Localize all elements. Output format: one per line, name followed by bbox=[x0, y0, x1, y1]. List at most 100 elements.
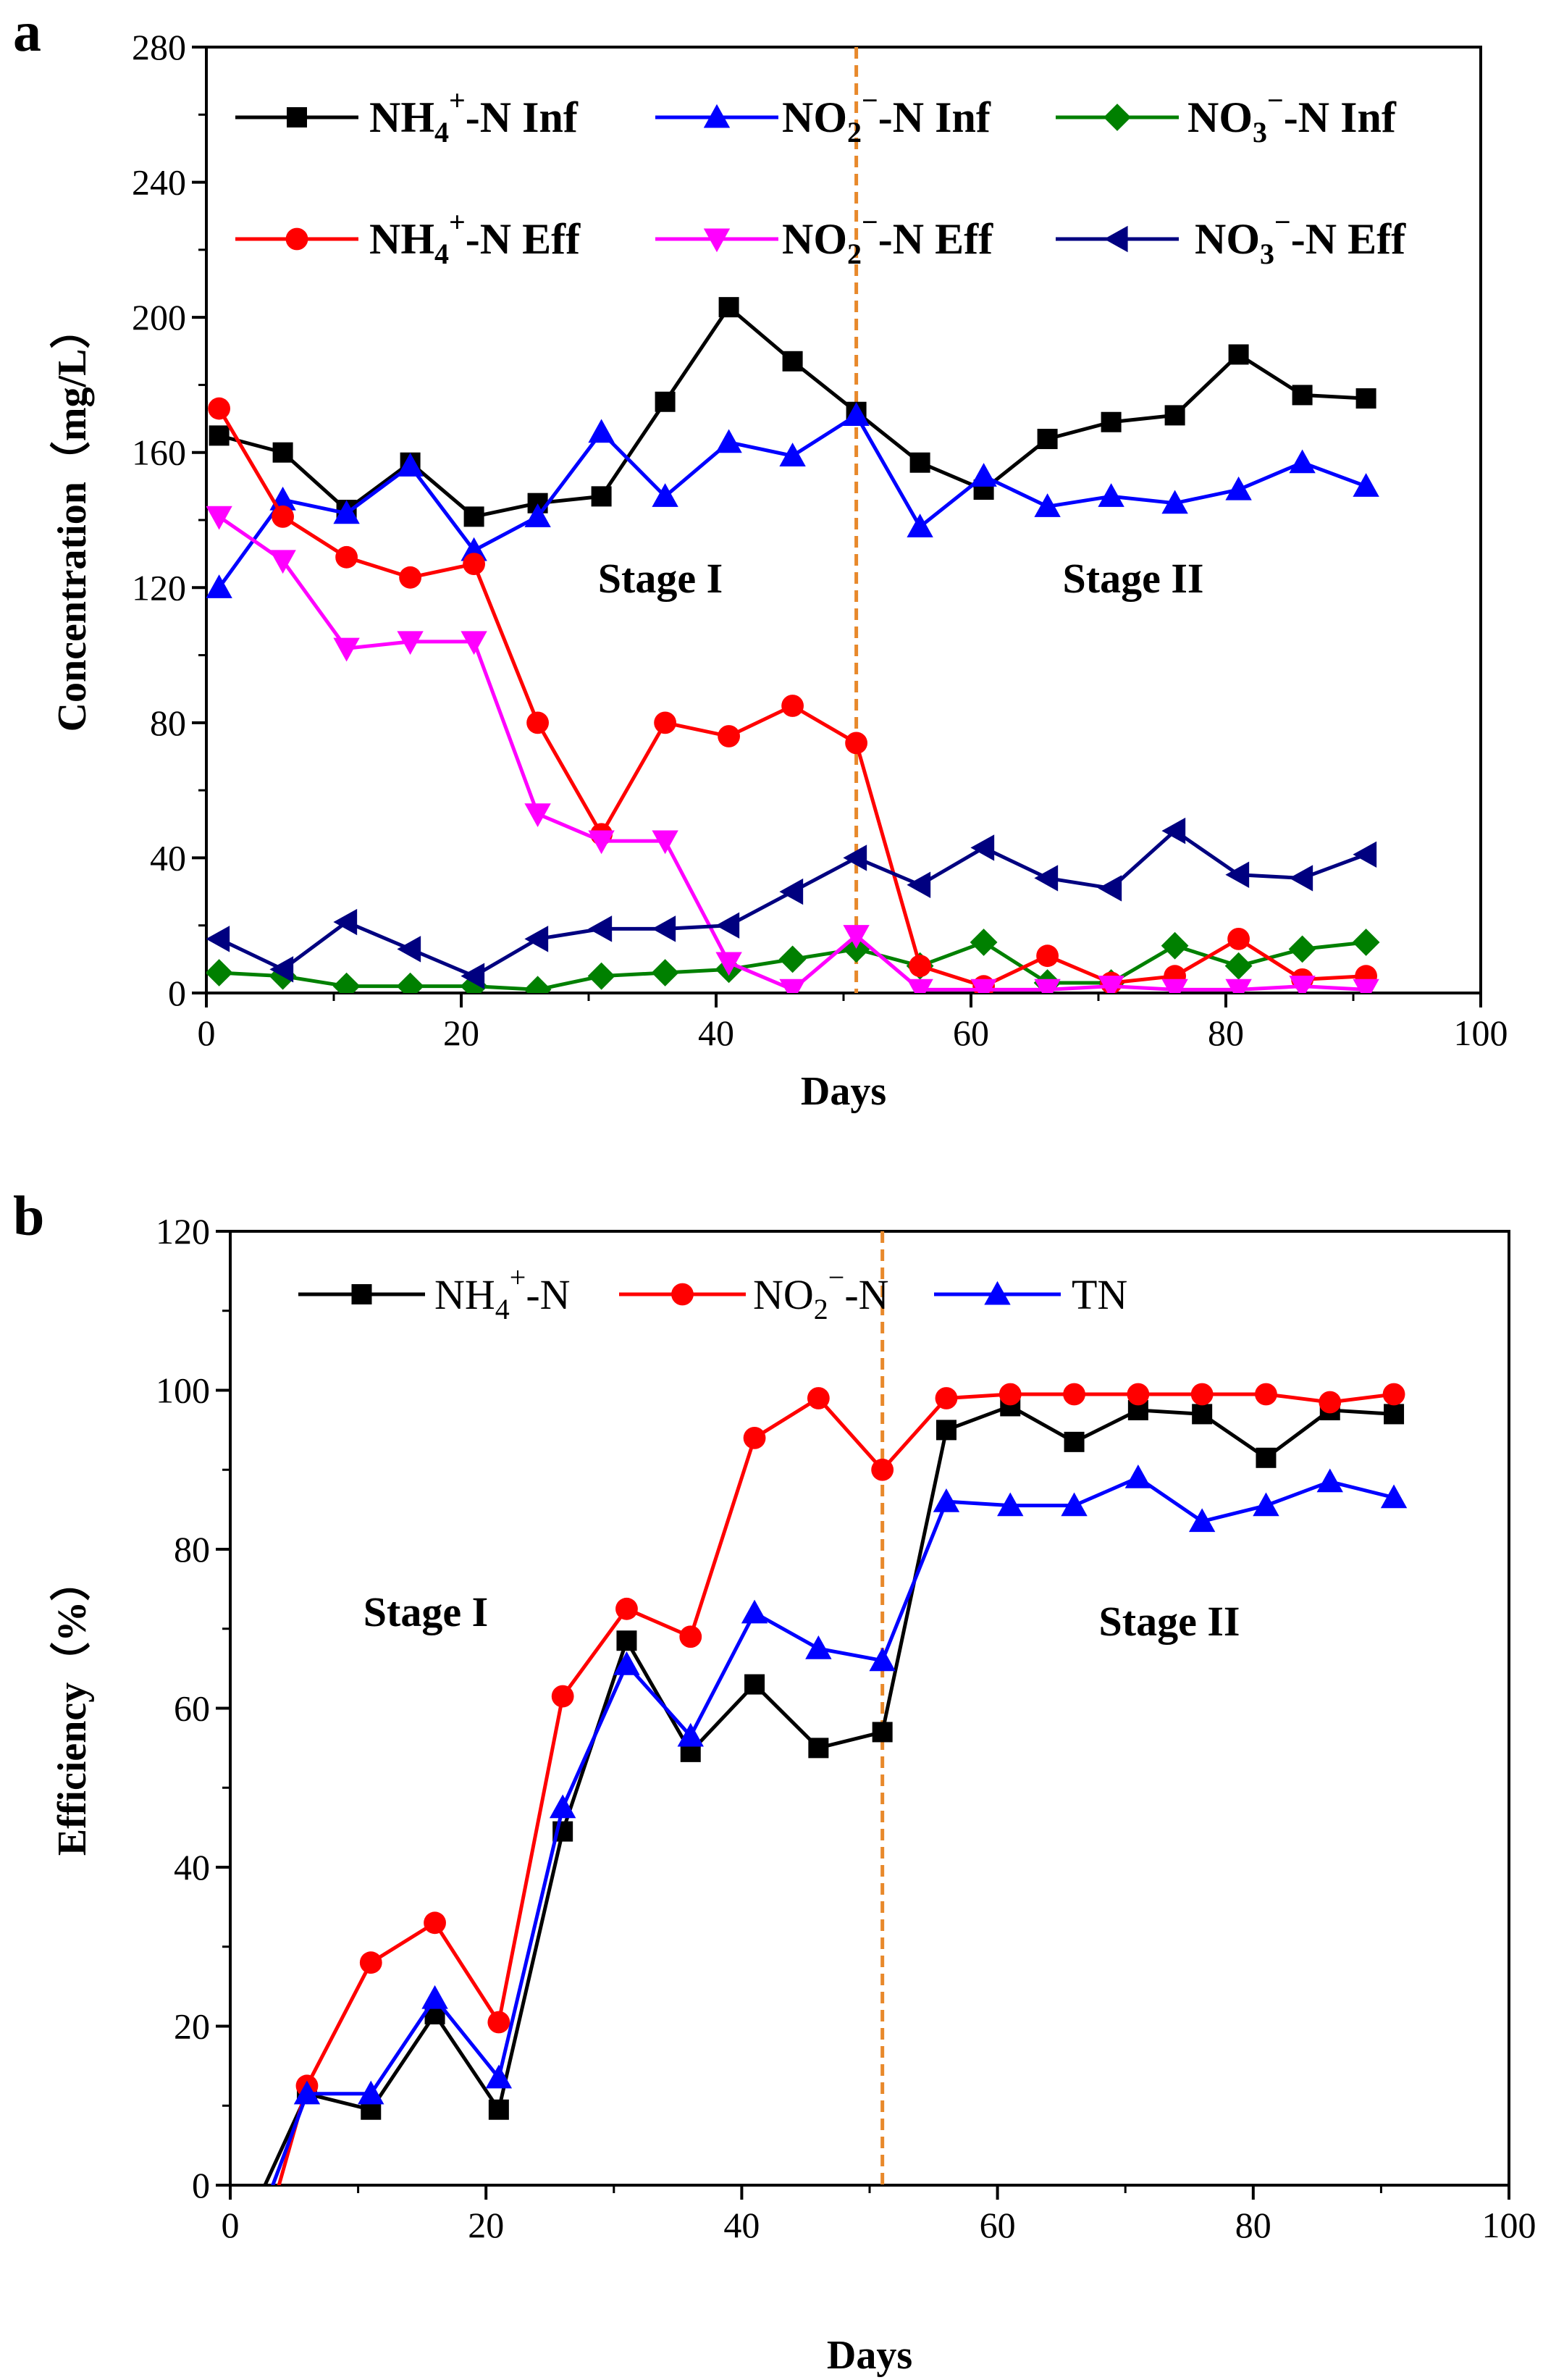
data-point bbox=[1255, 1383, 1277, 1406]
data-point bbox=[872, 1722, 893, 1743]
data-point bbox=[359, 1951, 382, 1974]
data-point bbox=[1098, 483, 1124, 507]
y-tick-label: 60 bbox=[174, 1688, 210, 1729]
legend-label: NO3−-N Inf bbox=[1187, 84, 1397, 148]
data-point bbox=[335, 545, 358, 569]
y-tick-label: 120 bbox=[156, 1211, 210, 1252]
data-point bbox=[1192, 1404, 1213, 1425]
data-point bbox=[1161, 931, 1189, 960]
data-point bbox=[715, 912, 740, 939]
data-point bbox=[1289, 976, 1316, 993]
data-point bbox=[679, 1625, 702, 1648]
data-point bbox=[1098, 875, 1122, 902]
legend-entry: NH4+-N Eff bbox=[235, 206, 581, 270]
data-point bbox=[782, 351, 803, 372]
y-tick-label: 280 bbox=[132, 27, 186, 67]
data-point bbox=[399, 566, 421, 589]
legend-marker bbox=[1103, 225, 1128, 253]
y-tick-label: 200 bbox=[132, 297, 186, 338]
data-point bbox=[1253, 1492, 1279, 1517]
data-point bbox=[524, 926, 549, 952]
data-point bbox=[332, 972, 361, 993]
data-point bbox=[613, 1651, 640, 1675]
data-point bbox=[933, 1488, 960, 1512]
x-tick-label: 0 bbox=[198, 1013, 216, 1053]
data-point bbox=[1061, 1492, 1088, 1517]
data-point bbox=[206, 926, 230, 952]
x-tick-label: 60 bbox=[980, 2205, 1016, 2245]
y-tick-label: 80 bbox=[150, 703, 186, 743]
data-point bbox=[588, 830, 615, 855]
series-NO3--N Eff bbox=[206, 817, 1377, 989]
legend-marker bbox=[351, 1284, 372, 1304]
x-tick-label: 0 bbox=[222, 2205, 240, 2245]
data-point bbox=[845, 732, 867, 755]
data-point bbox=[488, 2099, 509, 2120]
data-point bbox=[677, 1722, 704, 1747]
data-point bbox=[396, 972, 424, 993]
legend-label: NO2−-N bbox=[753, 1261, 889, 1325]
data-point bbox=[1161, 817, 1186, 845]
legend-marker bbox=[703, 228, 731, 253]
data-point bbox=[997, 1492, 1024, 1517]
data-point bbox=[1034, 493, 1061, 517]
legend-marker bbox=[287, 107, 307, 127]
data-point bbox=[463, 506, 484, 527]
series-NO2--N bbox=[277, 1383, 1405, 2185]
data-point bbox=[808, 1738, 829, 1759]
x-tick-label: 100 bbox=[1454, 1013, 1508, 1053]
legend-entry: NH4+-N bbox=[298, 1261, 571, 1325]
data-point bbox=[1064, 1431, 1085, 1452]
data-point bbox=[652, 483, 678, 507]
data-point bbox=[1161, 979, 1188, 993]
data-point bbox=[655, 391, 676, 412]
legend-label: NO3−-N Eff bbox=[1195, 206, 1406, 270]
data-point bbox=[652, 915, 676, 942]
data-point bbox=[1224, 952, 1253, 980]
data-point bbox=[907, 979, 933, 993]
data-point bbox=[970, 834, 995, 861]
x-tick-label: 20 bbox=[468, 2205, 504, 2245]
series-TN bbox=[271, 1465, 1408, 2185]
data-point bbox=[1380, 1484, 1408, 1509]
data-point bbox=[871, 1458, 894, 1481]
y-axis-title: Efficiency（%） bbox=[49, 1561, 95, 1856]
data-point bbox=[741, 1599, 768, 1624]
data-point bbox=[715, 429, 742, 453]
data-point bbox=[779, 443, 806, 466]
data-point bbox=[615, 1597, 638, 1620]
data-point bbox=[1037, 429, 1058, 450]
data-point bbox=[1161, 490, 1188, 514]
data-point bbox=[807, 1387, 830, 1409]
data-point bbox=[269, 956, 294, 983]
data-point bbox=[1228, 344, 1249, 365]
data-point bbox=[616, 1630, 637, 1651]
data-point bbox=[461, 631, 487, 655]
data-point bbox=[588, 419, 615, 443]
data-point bbox=[421, 1985, 448, 2009]
data-point bbox=[1353, 979, 1379, 993]
x-tick-label: 80 bbox=[1235, 2205, 1271, 2245]
legend-marker bbox=[1103, 104, 1131, 131]
data-point bbox=[907, 871, 931, 898]
data-point bbox=[718, 725, 740, 747]
y-tick-label: 120 bbox=[132, 567, 186, 608]
legend-entry: NO2−-N Inf bbox=[655, 84, 991, 148]
stage-2-label: Stage II bbox=[1099, 1598, 1240, 1645]
data-point bbox=[1127, 1383, 1150, 1406]
data-point bbox=[779, 878, 804, 905]
data-point bbox=[208, 397, 230, 420]
data-point bbox=[1188, 1508, 1216, 1533]
legend-label: NO2−-N Inf bbox=[782, 84, 991, 148]
plot-area bbox=[206, 297, 1380, 993]
data-point bbox=[524, 503, 551, 527]
plot-area bbox=[263, 1383, 1408, 2185]
data-point bbox=[843, 402, 870, 426]
data-point bbox=[269, 550, 296, 574]
series-NO2--N Eff bbox=[206, 506, 1379, 993]
legend-label: NH4+-N bbox=[434, 1261, 571, 1325]
series-NH4+-N bbox=[263, 1396, 1405, 2185]
data-point bbox=[209, 425, 230, 446]
data-point bbox=[588, 915, 613, 942]
legend-marker bbox=[984, 1281, 1011, 1305]
